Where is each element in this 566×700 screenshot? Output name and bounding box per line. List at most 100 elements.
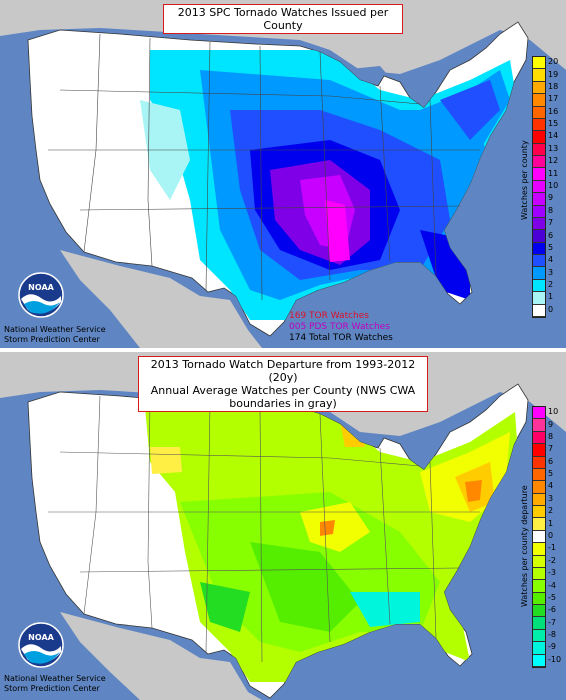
bottom-map-title: 2013 Tornado Watch Departure from 1993-2… xyxy=(138,356,428,412)
noaa-logo-text: NOAA xyxy=(28,633,54,642)
top-colorbar xyxy=(532,56,546,318)
agency-line-2: Storm Prediction Center xyxy=(4,335,100,344)
colorbar-cell xyxy=(533,69,545,82)
bottom-title-line-1: 2013 Tornado Watch Departure from 1993-2… xyxy=(150,358,416,384)
colorbar-cell xyxy=(533,407,545,420)
colorbar-tick-label: -5 xyxy=(548,592,556,602)
colorbar-cell xyxy=(533,156,545,169)
colorbar-tick-label: 11 xyxy=(548,168,559,178)
colorbar-cell xyxy=(533,292,545,305)
colorbar-cell xyxy=(533,518,545,531)
colorbar-cell xyxy=(533,642,545,655)
colorbar-cell xyxy=(533,543,545,556)
tor-watches-count: 169 TOR Watches xyxy=(289,311,369,321)
bottom-title-line-2: Annual Average Watches per County (NWS C… xyxy=(150,384,416,410)
noaa-logo-icon: NOAA xyxy=(18,622,64,668)
colorbar-tick-label: 18 xyxy=(548,81,559,91)
colorbar-tick-label: -10 xyxy=(548,654,562,664)
top-agency-name: National Weather Service Storm Predictio… xyxy=(4,325,106,345)
colorbar-cell xyxy=(533,444,545,457)
colorbar-tick-label: -1 xyxy=(548,543,556,553)
colorbar-cell xyxy=(533,57,545,70)
bottom-colorbar-ticks: 10 9 8 7 6 5 4 3 2 1 0 -1 -2 -3 -4 -5 -6 -7 -8 -9 -10 xyxy=(548,406,566,666)
bottom-colorbar xyxy=(532,406,546,668)
colorbar-cell xyxy=(533,555,545,568)
colorbar-cell xyxy=(533,493,545,507)
colorbar-cell xyxy=(533,242,545,256)
colorbar-cell xyxy=(533,468,545,482)
noaa-logo-icon: NOAA xyxy=(18,272,64,318)
colorbar-tick-label: 9 xyxy=(548,193,554,203)
top-map-panel: 2013 SPC Tornado Watches Issued per Coun… xyxy=(0,0,566,348)
colorbar-cell xyxy=(533,81,545,95)
colorbar-tick-label: 1 xyxy=(548,518,554,528)
bottom-agency-name: National Weather Service Storm Predictio… xyxy=(4,674,106,694)
colorbar-tick-label: -3 xyxy=(548,568,556,578)
colorbar-tick-label: 13 xyxy=(548,143,559,153)
colorbar-tick-label: 4 xyxy=(548,481,554,491)
colorbar-tick-label: 20 xyxy=(548,57,559,67)
colorbar-cell xyxy=(533,530,545,544)
colorbar-tick-label: -9 xyxy=(548,642,556,652)
bottom-map-canvas xyxy=(0,352,566,700)
colorbar-tick-label: 8 xyxy=(548,205,554,215)
bottom-map-panel: 2013 Tornado Watch Departure from 1993-2… xyxy=(0,352,566,700)
colorbar-tick-label: 3 xyxy=(548,493,554,503)
colorbar-tick-label: 17 xyxy=(548,94,559,104)
top-map-title: 2013 SPC Tornado Watches Issued per Coun… xyxy=(163,4,403,34)
colorbar-tick-label: 6 xyxy=(548,456,554,466)
colorbar-cell xyxy=(533,654,545,667)
top-map-canvas xyxy=(0,0,566,348)
colorbar-cell xyxy=(533,304,545,317)
top-colorbar-ticks: 20 19 18 17 16 15 14 13 12 11 10 9 8 7 6 5 4 3 2 1 0 xyxy=(548,56,566,316)
colorbar-cell xyxy=(533,605,545,618)
colorbar-cell xyxy=(533,217,545,231)
colorbar-tick-label: -8 xyxy=(548,630,556,640)
colorbar-cell xyxy=(533,230,545,243)
colorbar-tick-label: 9 xyxy=(548,419,554,429)
colorbar-cell xyxy=(533,580,545,593)
colorbar-tick-label: -7 xyxy=(548,617,556,627)
colorbar-tick-label: 10 xyxy=(548,181,559,190)
colorbar-cell xyxy=(533,629,545,643)
colorbar-tick-label: 10 xyxy=(548,407,559,417)
agency-line-1: National Weather Service xyxy=(4,674,106,683)
colorbar-cell xyxy=(533,617,545,630)
colorbar-tick-label: 8 xyxy=(548,431,554,441)
colorbar-tick-label: 4 xyxy=(548,255,554,265)
colorbar-cell xyxy=(533,193,545,206)
colorbar-cell xyxy=(533,456,545,469)
colorbar-tick-label: 0 xyxy=(548,304,554,314)
colorbar-tick-label: 7 xyxy=(548,218,554,228)
top-colorbar-title: Watches per county xyxy=(520,140,529,220)
colorbar-cell xyxy=(533,205,545,218)
colorbar-tick-label: 5 xyxy=(548,469,554,479)
colorbar-cell xyxy=(533,506,545,519)
colorbar-cell xyxy=(533,567,545,581)
colorbar-tick-label: -4 xyxy=(548,580,556,590)
colorbar-tick-label: 0 xyxy=(548,531,554,540)
colorbar-tick-label: 15 xyxy=(548,119,559,129)
colorbar-cell xyxy=(533,143,545,157)
colorbar-cell xyxy=(533,118,545,132)
agency-line-2: Storm Prediction Center xyxy=(4,684,100,693)
colorbar-tick-label: 19 xyxy=(548,69,559,79)
colorbar-cell xyxy=(533,419,545,432)
colorbar-cell xyxy=(533,431,545,445)
colorbar-tick-label: 7 xyxy=(548,444,554,454)
colorbar-tick-label: 3 xyxy=(548,267,554,277)
colorbar-tick-label: 1 xyxy=(548,292,554,302)
colorbar-tick-label: 5 xyxy=(548,242,554,252)
colorbar-cell xyxy=(533,279,545,293)
total-tor-watches-count: 174 Total TOR Watches xyxy=(289,333,393,343)
colorbar-cell xyxy=(533,131,545,144)
colorbar-cell xyxy=(533,106,545,119)
colorbar-cell xyxy=(533,267,545,280)
colorbar-tick-label: -6 xyxy=(548,605,556,615)
colorbar-cell xyxy=(533,255,545,268)
colorbar-tick-label: 2 xyxy=(548,506,554,516)
colorbar-tick-label: 6 xyxy=(548,230,554,240)
bottom-colorbar-title: Watches per county departure xyxy=(520,485,529,607)
colorbar-cell xyxy=(533,94,545,107)
colorbar-tick-label: -2 xyxy=(548,555,556,565)
